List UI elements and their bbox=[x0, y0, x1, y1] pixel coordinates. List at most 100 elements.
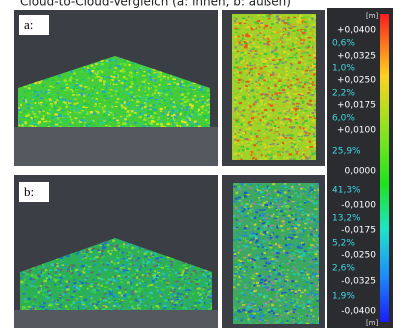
point bbox=[297, 246, 299, 248]
point bbox=[134, 110, 137, 112]
point bbox=[58, 308, 61, 309]
point bbox=[64, 77, 67, 79]
point bbox=[79, 104, 81, 106]
point bbox=[157, 105, 160, 107]
point bbox=[233, 90, 235, 92]
point bbox=[179, 298, 182, 300]
point bbox=[250, 132, 252, 133]
point bbox=[71, 264, 74, 266]
point bbox=[274, 79, 277, 81]
point bbox=[167, 90, 169, 91]
point bbox=[161, 113, 164, 114]
point bbox=[292, 99, 295, 101]
point bbox=[101, 63, 104, 65]
point bbox=[301, 132, 303, 133]
point bbox=[76, 83, 78, 84]
point bbox=[244, 235, 247, 237]
point bbox=[287, 111, 290, 112]
point bbox=[261, 144, 263, 146]
point bbox=[244, 230, 247, 232]
point bbox=[238, 82, 240, 83]
point bbox=[73, 75, 75, 77]
point bbox=[234, 136, 237, 137]
point bbox=[198, 278, 200, 279]
point bbox=[159, 291, 162, 293]
point bbox=[175, 88, 177, 89]
point bbox=[243, 68, 246, 70]
point bbox=[267, 221, 270, 222]
point bbox=[93, 68, 96, 69]
point bbox=[257, 20, 260, 22]
point bbox=[65, 83, 68, 85]
point bbox=[123, 244, 125, 246]
point bbox=[240, 136, 242, 137]
point bbox=[133, 308, 135, 309]
point bbox=[40, 104, 42, 106]
point bbox=[28, 298, 31, 300]
point bbox=[124, 101, 126, 103]
point bbox=[267, 127, 269, 129]
point bbox=[22, 293, 25, 294]
point bbox=[66, 286, 68, 288]
point bbox=[282, 142, 284, 144]
point bbox=[289, 219, 291, 221]
point bbox=[249, 139, 252, 141]
point bbox=[290, 68, 293, 69]
point bbox=[286, 109, 288, 110]
point bbox=[293, 77, 296, 79]
point bbox=[70, 270, 72, 272]
point bbox=[162, 273, 164, 275]
point bbox=[167, 268, 169, 270]
point bbox=[72, 98, 74, 100]
point bbox=[31, 118, 33, 120]
point bbox=[140, 104, 143, 106]
point bbox=[300, 258, 302, 260]
point bbox=[26, 273, 29, 275]
point bbox=[272, 72, 275, 74]
point bbox=[292, 154, 295, 156]
point bbox=[171, 101, 174, 102]
point bbox=[132, 271, 135, 273]
point bbox=[194, 305, 196, 306]
point bbox=[288, 24, 290, 26]
point bbox=[237, 75, 240, 76]
point bbox=[273, 315, 275, 317]
point bbox=[295, 114, 297, 116]
point bbox=[90, 120, 93, 122]
point bbox=[288, 45, 291, 47]
point bbox=[66, 288, 69, 290]
point bbox=[241, 299, 244, 301]
point bbox=[285, 137, 288, 139]
point bbox=[310, 150, 313, 152]
point bbox=[253, 39, 255, 41]
point bbox=[278, 20, 280, 21]
point bbox=[153, 275, 156, 277]
point bbox=[251, 111, 254, 113]
point bbox=[163, 258, 166, 259]
point bbox=[170, 290, 172, 292]
point bbox=[185, 289, 187, 291]
point bbox=[185, 307, 187, 309]
point bbox=[34, 296, 37, 298]
point bbox=[305, 39, 307, 41]
point bbox=[235, 183, 238, 184]
point bbox=[126, 247, 128, 249]
point bbox=[282, 234, 285, 235]
point bbox=[302, 233, 305, 235]
point bbox=[170, 98, 172, 99]
point bbox=[59, 108, 61, 109]
point bbox=[264, 104, 266, 105]
point bbox=[201, 271, 204, 273]
point bbox=[150, 113, 153, 115]
point bbox=[193, 280, 195, 281]
point bbox=[259, 188, 262, 190]
point bbox=[163, 90, 166, 92]
point bbox=[46, 99, 48, 100]
point bbox=[164, 81, 166, 82]
point bbox=[168, 88, 170, 90]
point bbox=[242, 119, 245, 121]
point bbox=[271, 215, 273, 217]
point bbox=[273, 132, 276, 134]
point bbox=[277, 41, 280, 42]
point bbox=[265, 285, 267, 286]
